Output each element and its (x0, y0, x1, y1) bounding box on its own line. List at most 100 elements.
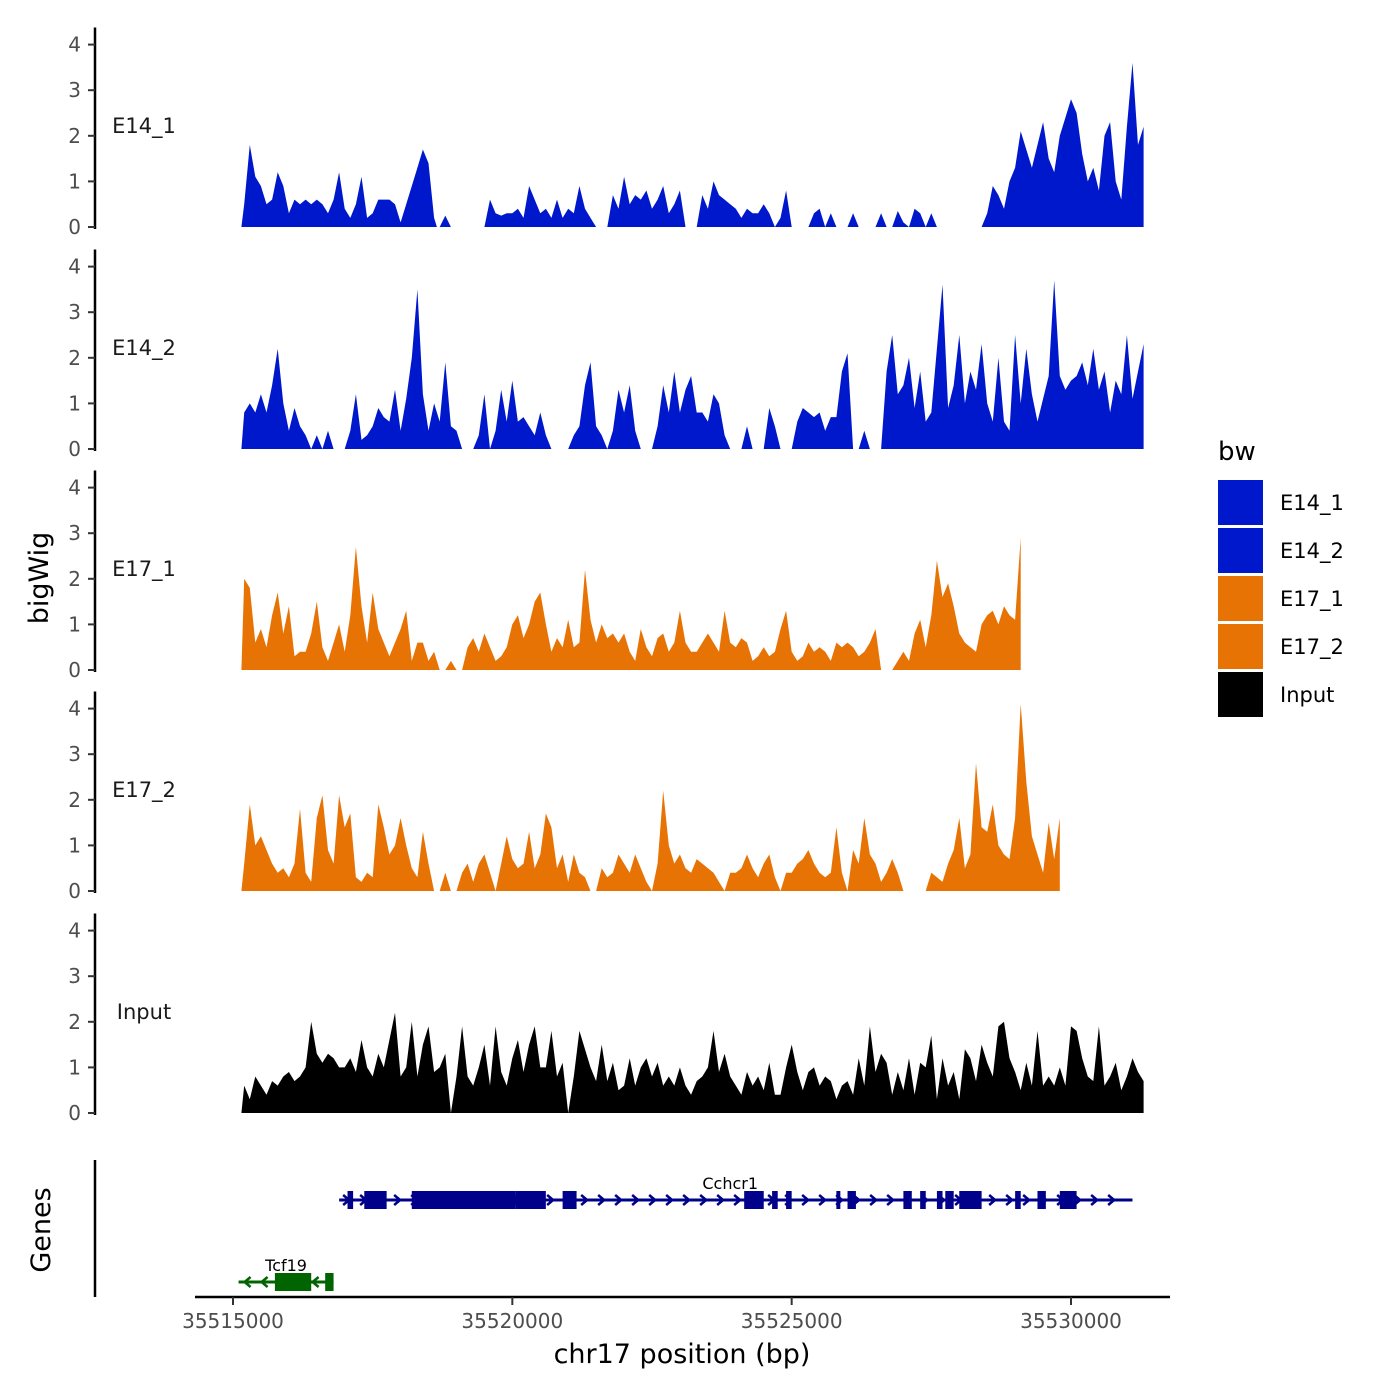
gene-exon (959, 1191, 982, 1209)
y-tick-label: 0 (68, 658, 81, 682)
strand-arrow (818, 1194, 828, 1206)
track-Input: 0 1 2 3 4 Input (68, 913, 1144, 1125)
y-tick-label: 3 (68, 300, 81, 324)
x-tick-label: 35520000 (461, 1309, 563, 1333)
signal-area-E17_2 (241, 704, 1060, 891)
y-tick-label: 0 (68, 1101, 81, 1125)
y-tick-label: 0 (68, 215, 81, 239)
x-tick-label: 35525000 (741, 1309, 843, 1333)
track-label: E17_2 (112, 778, 176, 803)
track-label: E17_1 (112, 557, 176, 582)
strand-arrow (648, 1194, 658, 1206)
strand-arrow (597, 1194, 607, 1206)
gene-exon (1037, 1191, 1046, 1209)
y-tick-label: 4 (68, 33, 81, 57)
y-tick-label: 3 (68, 521, 81, 545)
y-tick-label: 2 (68, 788, 81, 812)
legend-label: E17_1 (1280, 587, 1344, 612)
y-tick-label: 1 (68, 391, 81, 415)
legend-key-E17_2 (1218, 624, 1263, 669)
gene-exon (836, 1191, 841, 1209)
track-label: Input (117, 1000, 171, 1024)
strand-arrow (614, 1194, 624, 1206)
track-label: E14_2 (112, 336, 176, 361)
strand-arrow (393, 1194, 403, 1206)
strand-arrow (699, 1194, 709, 1206)
strand-arrow (1005, 1194, 1015, 1206)
strand-arrow (682, 1194, 692, 1206)
gene-exon (411, 1191, 516, 1209)
legend-key-Input (1218, 672, 1263, 717)
track-E17_2: 0 1 2 3 4 E17_2 (68, 691, 1060, 903)
gene-exon (1059, 1191, 1077, 1209)
y-tick-label: 4 (68, 919, 81, 943)
y-tick-label: 4 (68, 697, 81, 721)
strand-arrow (665, 1194, 675, 1206)
strand-arrow (242, 1276, 252, 1288)
gene-Cchcr1: Cchcr1 (339, 1174, 1133, 1209)
strand-arrow (580, 1194, 590, 1206)
gene-exon (515, 1191, 546, 1209)
legend: bw E14_1 E14_2 E17_1 E17_2 Input (1218, 437, 1344, 717)
legend-key-E14_1 (1218, 480, 1263, 525)
y-tick-label: 3 (68, 742, 81, 766)
gene-exon (562, 1191, 577, 1209)
x-tick-label: 35515000 (182, 1309, 284, 1333)
gene-track: Tcf19 Cchcr1 (93, 1160, 1133, 1297)
gene-exon (786, 1191, 792, 1209)
gene-exon (325, 1273, 334, 1291)
gene-Tcf19: Tcf19 (238, 1256, 334, 1291)
y-tick-label: 4 (68, 255, 81, 279)
y-tick-label: 3 (68, 964, 81, 988)
x-tick-label: 35530000 (1020, 1309, 1122, 1333)
y-tick-label: 0 (68, 879, 81, 903)
y-tick-label: 4 (68, 476, 81, 500)
strand-arrow (259, 1276, 269, 1288)
y-tick-label: 2 (68, 1010, 81, 1034)
gene-exon (936, 1191, 943, 1209)
track-E14_1: 0 1 2 3 4 E14_1 (68, 27, 1144, 239)
track-E17_1: 0 1 2 3 4 E17_1 (68, 470, 1021, 682)
genes-axis-title: Genes (26, 1187, 57, 1272)
legend-label: Input (1280, 683, 1334, 707)
y-tick-label: 0 (68, 437, 81, 461)
strand-arrow (546, 1194, 556, 1206)
strand-arrow (886, 1194, 896, 1206)
y-tick-label: 3 (68, 78, 81, 102)
y-tick-label: 2 (68, 124, 81, 148)
gene-exon (903, 1191, 912, 1209)
y-tick-label: 2 (68, 567, 81, 591)
strand-arrow (631, 1194, 641, 1206)
legend-title: bw (1218, 437, 1256, 467)
legend-key-E14_2 (1218, 528, 1263, 573)
bigwig-tracks: 0 1 2 3 4 E14_1 0 1 2 3 4 E14_2 0 1 2 3 4 E17_1 0 1 2 3 4 E17_2… (68, 27, 1144, 1125)
strand-arrow (869, 1194, 879, 1206)
y-tick-label: 2 (68, 346, 81, 370)
signal-area-E14_1 (241, 62, 1144, 227)
strand-arrow (1022, 1194, 1032, 1206)
y-tick-label: 1 (68, 169, 81, 193)
y-tick-label: 1 (68, 1055, 81, 1079)
gene-name: Cchcr1 (702, 1174, 758, 1193)
signal-area-E14_2 (241, 280, 1144, 449)
strand-arrow (801, 1194, 811, 1206)
gene-exon (274, 1273, 312, 1291)
track-label: E14_1 (112, 114, 176, 139)
strand-arrow (716, 1194, 726, 1206)
x-axis: 35515000 35520000 35525000 35530000 (182, 1295, 1170, 1333)
legend-label: E14_2 (1280, 539, 1344, 564)
gene-exon (364, 1191, 387, 1209)
y-axis-title: bigWig (24, 532, 55, 625)
gene-exon (920, 1191, 926, 1209)
legend-label: E17_2 (1280, 635, 1344, 660)
y-tick-label: 1 (68, 833, 81, 857)
strand-arrow (733, 1194, 743, 1206)
signal-area-E17_1 (241, 537, 1021, 670)
gene-exon (772, 1191, 778, 1209)
x-axis-title: chr17 position (bp) (554, 1339, 811, 1370)
gene-exon (1015, 1191, 1021, 1209)
gene-exon (847, 1191, 856, 1209)
track-E14_2: 0 1 2 3 4 E14_2 (68, 249, 1144, 461)
signal-area-Input (241, 1012, 1144, 1113)
